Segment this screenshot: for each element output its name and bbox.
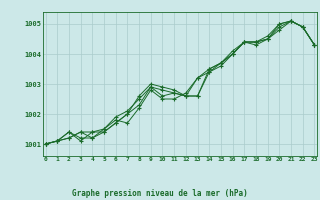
Text: Graphe pression niveau de la mer (hPa): Graphe pression niveau de la mer (hPa) [72,189,248,198]
